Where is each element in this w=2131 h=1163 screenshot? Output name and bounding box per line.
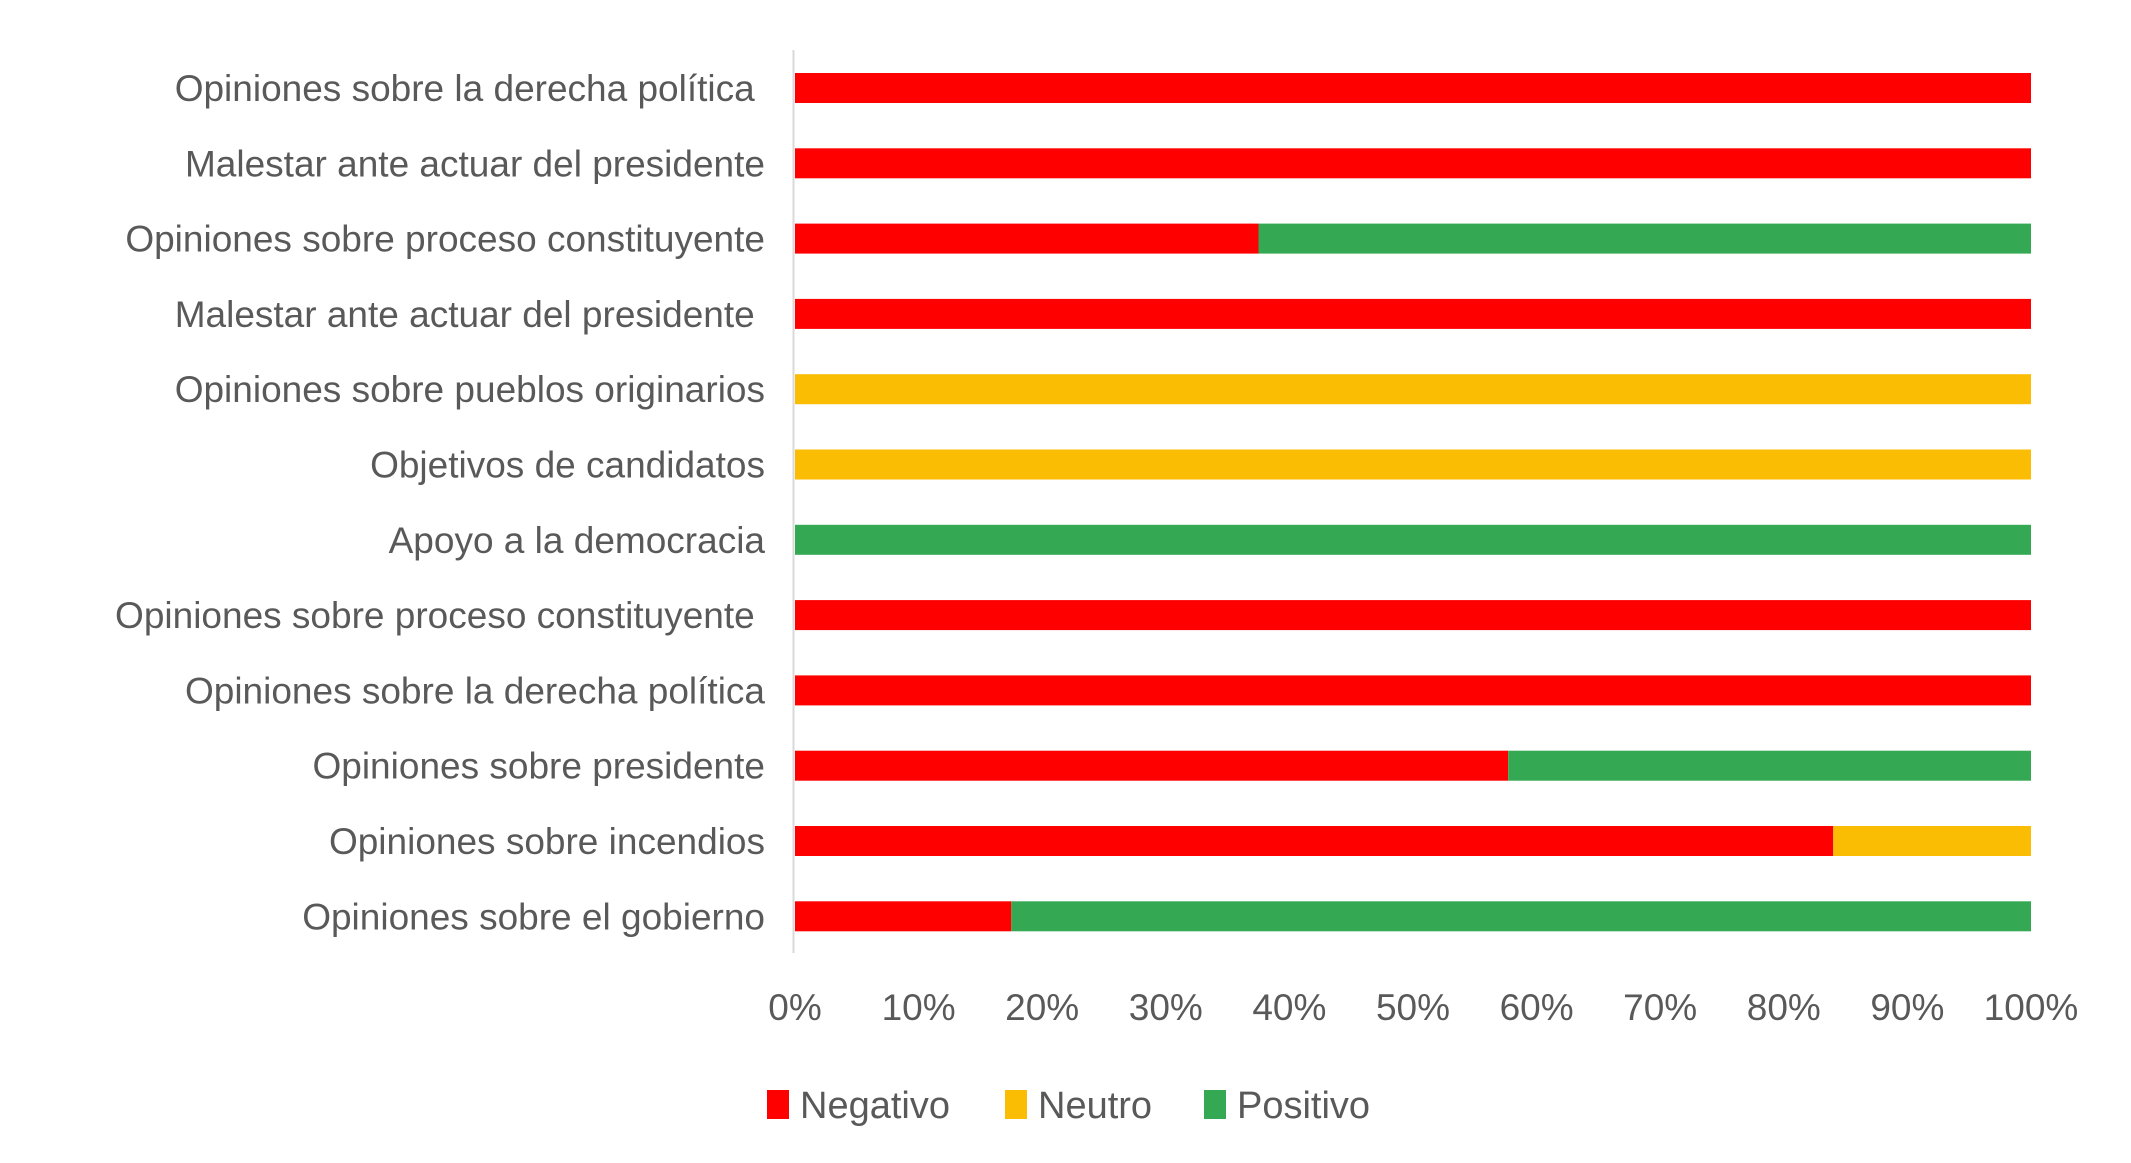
bar-segment-positivo [1258,223,2031,254]
x-tick-label: 30% [1129,987,1203,1028]
category-label: Opiniones sobre proceso constituyente [115,595,765,636]
x-tick-label: 60% [1500,987,1574,1028]
bar-segment-positivo [795,524,2031,555]
legend: Negativo Neutro Positivo [767,1085,1370,1127]
category-labels: Opiniones sobre la derecha política Male… [115,68,765,937]
bar-segment-negativo [795,750,1509,781]
legend-swatch-neutro [1005,1090,1027,1119]
category-label: Opiniones sobre presidente [312,746,765,787]
x-tick-label: 50% [1376,987,1450,1028]
category-label: Opiniones sobre el gobierno [302,896,765,937]
bar-segment-negativo [795,826,1834,856]
bar-segment-negativo [795,901,1012,932]
bar-segment-negativo [795,223,1259,254]
x-tick-label: 80% [1747,987,1821,1028]
x-axis-tick-labels: 0% 10% 20% 30% 40% 50% 60% 70% 80% 90% 100% [768,987,2078,1028]
bars-group [795,73,2031,932]
category-label: Malestar ante actuar del presidente [185,143,765,184]
bar-segment-negativo [795,298,2031,329]
bar-segment-negativo [795,148,2031,179]
bar-segment-positivo [1011,901,2031,932]
legend-item-neutro: Neutro [1005,1085,1152,1127]
category-label: Opiniones sobre la derecha política [175,68,765,109]
bar-segment-neutro [795,449,2031,480]
category-label: Malestar ante actuar del presidente [175,294,765,335]
bar-segment-negativo [795,600,2031,631]
category-label: Opiniones sobre proceso constituyente [125,219,765,260]
x-tick-label: 20% [1005,987,1079,1028]
legend-label: Positivo [1237,1085,1370,1127]
x-tick-label: 90% [1870,987,1944,1028]
bar-segment-positivo [1508,750,2031,781]
bar-segment-negativo [795,675,2031,706]
bar-segment-neutro [795,374,2031,405]
category-label: Apoyo a la democracia [389,520,766,561]
legend-label: Negativo [800,1085,950,1127]
x-tick-label: 100% [1984,987,2079,1028]
category-label: Opiniones sobre la derecha política [185,670,765,711]
legend-item-negativo: Negativo [767,1085,950,1127]
legend-item-positivo: Positivo [1204,1085,1370,1127]
legend-swatch-positivo [1204,1090,1226,1119]
legend-label: Neutro [1038,1085,1152,1127]
x-tick-label: 10% [882,987,956,1028]
category-label: Opiniones sobre pueblos originarios [175,369,765,410]
category-label: Objetivos de candidatos [370,445,765,486]
bar-segment-neutro [1833,826,2031,856]
x-tick-label: 70% [1623,987,1697,1028]
x-tick-label: 40% [1252,987,1326,1028]
bar-segment-negativo [795,73,2031,103]
category-label: Opiniones sobre incendios [329,821,765,862]
x-tick-label: 0% [768,987,821,1028]
legend-swatch-negativo [767,1090,789,1119]
